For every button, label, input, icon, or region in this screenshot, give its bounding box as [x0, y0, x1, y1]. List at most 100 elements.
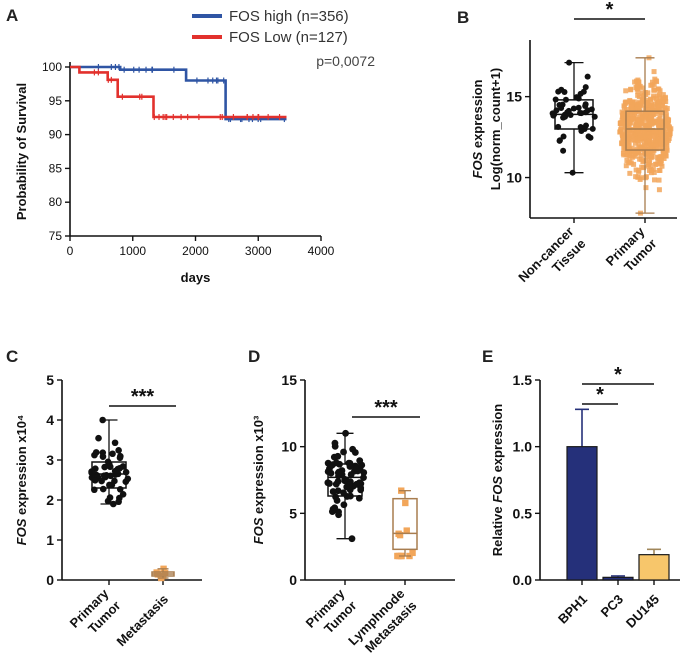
y-axis-label-rest: expression x10⁴ — [14, 415, 29, 519]
data-point — [652, 101, 658, 107]
data-point — [334, 469, 342, 477]
data-point — [115, 447, 122, 454]
data-point — [106, 481, 113, 489]
data-point — [661, 155, 667, 161]
data-point — [645, 100, 651, 106]
data-point — [403, 527, 410, 534]
data-point — [627, 170, 633, 176]
data-point — [660, 95, 666, 101]
category-label: PrimaryTumor — [603, 223, 660, 280]
data-point — [622, 124, 628, 130]
data-point — [626, 116, 632, 122]
data-point — [582, 102, 589, 109]
data-point — [558, 105, 565, 112]
data-point — [645, 124, 651, 130]
data-point — [624, 106, 630, 112]
y-axis-label-gene: FOS — [251, 517, 266, 544]
y-tick-label: 0.5 — [513, 505, 533, 521]
data-point — [570, 105, 577, 112]
y-axis-label: Probability of Survival — [14, 83, 29, 220]
data-point — [651, 87, 657, 93]
data-point — [334, 487, 342, 495]
data-point — [99, 453, 107, 460]
data-point — [329, 488, 337, 495]
data-point — [633, 174, 639, 180]
data-point — [620, 121, 626, 127]
bar-bph1 — [566, 446, 598, 581]
data-point — [560, 147, 567, 154]
data-point — [636, 118, 642, 124]
data-point — [656, 99, 662, 105]
data-point — [645, 90, 651, 96]
y-tick-label: 10 — [281, 439, 297, 455]
y-tick-label: 90 — [49, 128, 63, 142]
data-point — [639, 90, 645, 96]
data-point — [630, 115, 636, 121]
data-point — [640, 97, 646, 103]
data-point — [617, 129, 623, 135]
panel-c: C 0 1 2 3 4 5 FOS expression x10⁴ PrimaryTumorMe… — [6, 347, 202, 649]
data-point — [647, 121, 653, 127]
data-point — [662, 95, 668, 101]
panel-label: B — [457, 8, 469, 27]
legend-label-high: FOS high (n=356) — [229, 8, 349, 25]
data-point — [664, 134, 670, 140]
data-point — [631, 102, 637, 108]
data-point — [665, 132, 671, 138]
data-point — [641, 102, 647, 108]
y-tick-label: 95 — [49, 94, 63, 108]
y-tick-label: 1.0 — [513, 439, 533, 455]
data-point — [656, 103, 662, 109]
data-point — [99, 485, 107, 493]
data-point — [349, 445, 357, 453]
data-point — [629, 145, 635, 151]
data-point — [665, 122, 671, 128]
y-tick-label: 0 — [289, 572, 297, 588]
data-point — [582, 84, 589, 91]
y-tick-label: 2 — [46, 492, 54, 508]
data-point — [641, 158, 647, 164]
data-point — [660, 92, 666, 98]
data-point — [655, 86, 661, 92]
y-tick-label: 100 — [42, 60, 62, 74]
data-point — [624, 140, 630, 146]
data-point — [588, 106, 595, 113]
data-point — [656, 92, 662, 98]
category-label: LymphnodeMetastasis — [345, 586, 419, 660]
data-point — [653, 161, 659, 167]
y-tick-label: 1 — [46, 532, 54, 548]
data-point — [643, 185, 649, 191]
data-point — [645, 154, 651, 160]
data-point — [647, 131, 653, 137]
data-point — [659, 145, 665, 151]
x-tick-label: 0 — [67, 244, 74, 258]
data-point — [633, 85, 639, 91]
data-point — [625, 143, 631, 149]
y-axis-label: FOS expression x10⁴ — [14, 415, 29, 546]
data-point — [655, 159, 661, 165]
y-tick-label: 10 — [506, 170, 522, 186]
y-tick-label: 5 — [289, 505, 297, 521]
data-point — [119, 490, 127, 498]
data-point — [653, 96, 659, 102]
category-label: Non-cancerTissue — [515, 224, 588, 297]
data-point — [638, 152, 644, 158]
data-point — [648, 170, 654, 176]
data-point — [334, 452, 342, 460]
data-point — [643, 175, 649, 181]
data-point — [643, 116, 649, 122]
panel-label: A — [6, 6, 18, 25]
data-point — [650, 128, 656, 134]
y-axis-label-gene: FOS — [490, 476, 505, 503]
panel-b: B 10 15 FOS expression Log(norm_count+1) Non-… — [457, 0, 677, 297]
data-point — [331, 439, 339, 447]
data-point — [641, 132, 647, 138]
data-point — [575, 104, 582, 111]
data-point — [623, 163, 629, 169]
data-point — [630, 110, 636, 116]
data-point — [641, 139, 647, 145]
y-tick-label: 75 — [49, 229, 63, 243]
data-point — [353, 480, 360, 488]
data-point — [95, 434, 102, 442]
